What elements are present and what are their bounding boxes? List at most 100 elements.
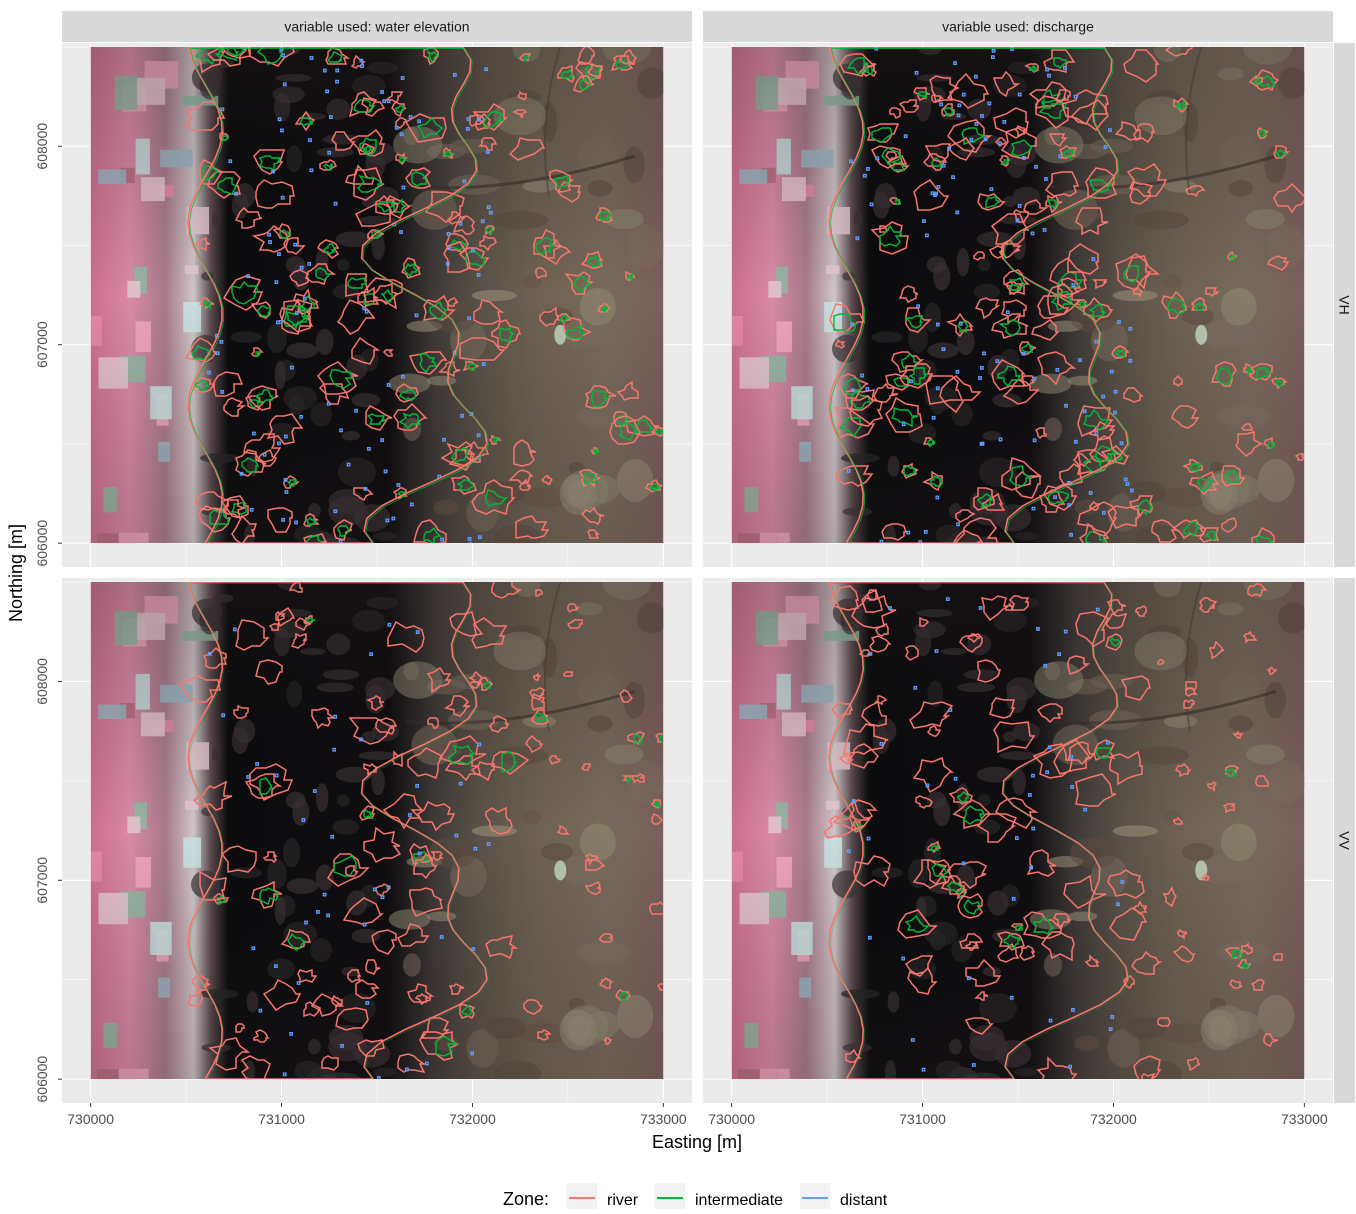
contour-river [354, 203, 391, 227]
contour-river [953, 529, 984, 544]
contour-distant [476, 272, 481, 277]
contour-distant [961, 861, 966, 866]
contour-river [1273, 182, 1305, 214]
contour-river [1044, 171, 1080, 197]
contour-intermediate [830, 48, 1130, 544]
contour-distant [1071, 283, 1076, 287]
contour-distant [362, 922, 367, 927]
contour-river [1000, 127, 1037, 159]
contour-river [556, 824, 570, 835]
contour-intermediate [881, 147, 904, 165]
contour-distant [945, 597, 950, 602]
contour-river [1132, 900, 1148, 916]
contour-intermediate [633, 732, 643, 746]
contour-river [407, 747, 444, 780]
contour-river [1004, 281, 1024, 295]
contour-river [234, 206, 263, 229]
contour-river [1171, 405, 1200, 429]
contour-river [419, 1031, 459, 1061]
contour-river [348, 717, 395, 745]
y-tick-label: 606000 [34, 1056, 50, 1103]
contour-intermediate [928, 474, 943, 487]
legend-title: Zone: [503, 1189, 549, 1209]
contour-river [1026, 849, 1057, 877]
contour-distant [386, 383, 391, 387]
contour-river [1247, 583, 1268, 598]
contour-river [297, 968, 318, 984]
contour-distant [460, 413, 465, 418]
contour-distant [470, 248, 475, 253]
contour-distant [1073, 439, 1078, 444]
x-tick-label: 731000 [899, 1111, 946, 1127]
contour-river [845, 1048, 862, 1063]
contour-river [262, 851, 278, 864]
zone-contours [828, 46, 1305, 544]
contour-river [1109, 750, 1143, 786]
contour-distant [307, 261, 312, 266]
contour-intermediate [416, 116, 444, 140]
contour-river [927, 859, 954, 886]
contour-distant [923, 529, 928, 534]
contour-river [1107, 869, 1145, 899]
contour-river [491, 751, 530, 775]
contour-river [187, 46, 488, 544]
contour-distant [458, 221, 463, 226]
contour-river [240, 1055, 271, 1080]
contour-intermediate [411, 171, 427, 187]
contour-distant [930, 191, 935, 196]
contour-river [609, 415, 641, 445]
contour-distant [860, 373, 865, 378]
contour-river [202, 646, 228, 669]
contour-river [335, 1007, 369, 1031]
x-axis-title: Easting [m] [652, 1132, 742, 1152]
y-tick-label: 607000 [34, 321, 50, 368]
contour-distant [1047, 745, 1052, 750]
contour-distant [477, 742, 482, 747]
contour-distant [951, 175, 955, 180]
contour-river [1075, 773, 1117, 807]
contour-distant [1109, 369, 1114, 374]
contour-river [471, 617, 508, 649]
contour-intermediate [1088, 303, 1106, 317]
contour-intermediate [615, 59, 629, 69]
contour-river [417, 800, 456, 832]
contour-distant [865, 166, 870, 171]
contour-river [651, 812, 664, 825]
contour-river [325, 47, 351, 65]
contour-distant [851, 799, 856, 804]
contour-river [195, 236, 211, 252]
contour-river [283, 237, 306, 255]
contour-river [223, 499, 247, 520]
contour-river [1141, 1072, 1156, 1080]
contour-river [1189, 470, 1220, 496]
contour-distant [365, 1001, 370, 1005]
contour-intermediate [323, 162, 333, 171]
contour-distant [1095, 607, 1100, 612]
contour-river [400, 257, 421, 279]
contour-river [869, 635, 892, 653]
contour-distant [387, 622, 392, 627]
contour-distant [953, 776, 958, 781]
contour-river [365, 405, 393, 431]
contour-river [861, 700, 887, 727]
contour-distant [290, 365, 294, 370]
contour-distant [454, 833, 459, 838]
contour-intermediate [259, 777, 274, 795]
contour-river [835, 338, 846, 349]
contour-river [1173, 374, 1183, 388]
contour-river [1089, 500, 1102, 511]
contour-distant [991, 48, 996, 53]
contour-river [829, 585, 859, 611]
contour-river [1172, 519, 1207, 540]
contour-intermediate [587, 254, 601, 267]
contour-distant [220, 390, 225, 394]
contour-river [980, 595, 1011, 622]
contour-distant [1073, 94, 1078, 99]
contour-intermediate [591, 389, 610, 407]
contour-distant [362, 306, 367, 311]
contour-river [1135, 605, 1147, 617]
contour-intermediate [1267, 441, 1275, 449]
contour-distant [276, 252, 281, 257]
contour-intermediate [1095, 747, 1111, 759]
contour-river [973, 251, 985, 261]
